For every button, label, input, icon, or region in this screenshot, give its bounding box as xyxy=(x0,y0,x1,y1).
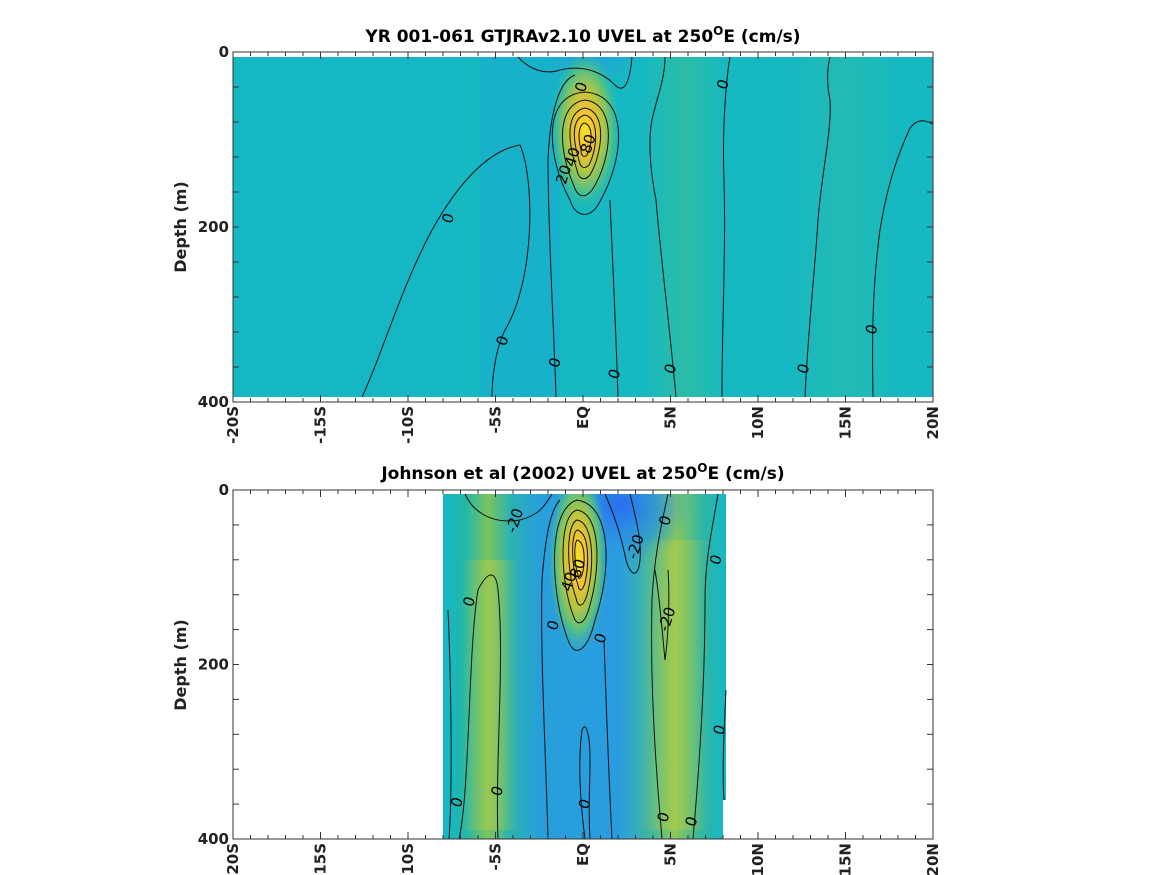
x-tick-label: 10N xyxy=(749,843,767,875)
y-tick-label: 400 xyxy=(198,393,229,411)
x-tick-label: 20N xyxy=(924,406,942,439)
y-tick-label: 200 xyxy=(198,656,229,674)
chart-panel-1: YR 001-061 GTJRAv2.10 UVEL at 250OE (cm/… xyxy=(171,24,942,444)
color-field xyxy=(233,57,933,397)
x-axis: -20S -15S -10S -5S EQ 5N 10N 15N 20N xyxy=(224,490,942,875)
x-tick-label: -20S xyxy=(224,406,242,444)
chart-title: Johnson et al (2002) UVEL at 250OE (cm/s… xyxy=(380,461,784,484)
chart-title: YR 001-061 GTJRAv2.10 UVEL at 250OE (cm/… xyxy=(364,24,800,47)
x-tick-label: -10S xyxy=(399,843,417,875)
x-tick-label: 10N xyxy=(749,406,767,439)
y-axis: 0 200 400 xyxy=(198,481,933,848)
x-axis: -20S -15S -10S -5S EQ 5N 10N 15N 20N xyxy=(224,52,942,444)
contour-label: 40 xyxy=(557,570,580,594)
contour-label: 80 xyxy=(566,557,589,581)
x-tick-label: 15N xyxy=(837,843,855,875)
y-axis-label: Depth (m) xyxy=(171,181,190,273)
y-tick-label: 200 xyxy=(198,218,229,236)
contour-label: 20 xyxy=(552,163,575,187)
y-tick-label: 0 xyxy=(219,43,229,61)
contour-label: 40 xyxy=(561,145,584,169)
y-tick-label: 400 xyxy=(198,830,229,848)
y-tick-label: 0 xyxy=(219,481,229,499)
x-tick-label: EQ xyxy=(574,406,592,429)
x-tick-label: -5S xyxy=(487,843,505,870)
x-tick-label: -20S xyxy=(224,843,242,875)
x-tick-label: 20N xyxy=(924,843,942,875)
y-axis-label: Depth (m) xyxy=(171,619,190,711)
contour-lines xyxy=(361,56,934,398)
x-tick-label: -10S xyxy=(399,406,417,444)
x-tick-label: -15S xyxy=(312,843,330,875)
contour-label: 80 xyxy=(577,132,600,156)
contour-lines xyxy=(447,493,727,840)
color-field xyxy=(443,494,727,839)
chart-panel-2: Johnson et al (2002) UVEL at 250OE (cm/s… xyxy=(171,461,942,875)
x-tick-label: 15N xyxy=(837,406,855,439)
y-axis: 0 200 400 xyxy=(198,43,933,411)
x-tick-label: EQ xyxy=(574,843,592,866)
x-tick-label: 5N xyxy=(662,843,680,866)
x-tick-label: 5N xyxy=(662,406,680,429)
x-tick-label: -15S xyxy=(312,406,330,444)
x-tick-label: -5S xyxy=(487,406,505,433)
